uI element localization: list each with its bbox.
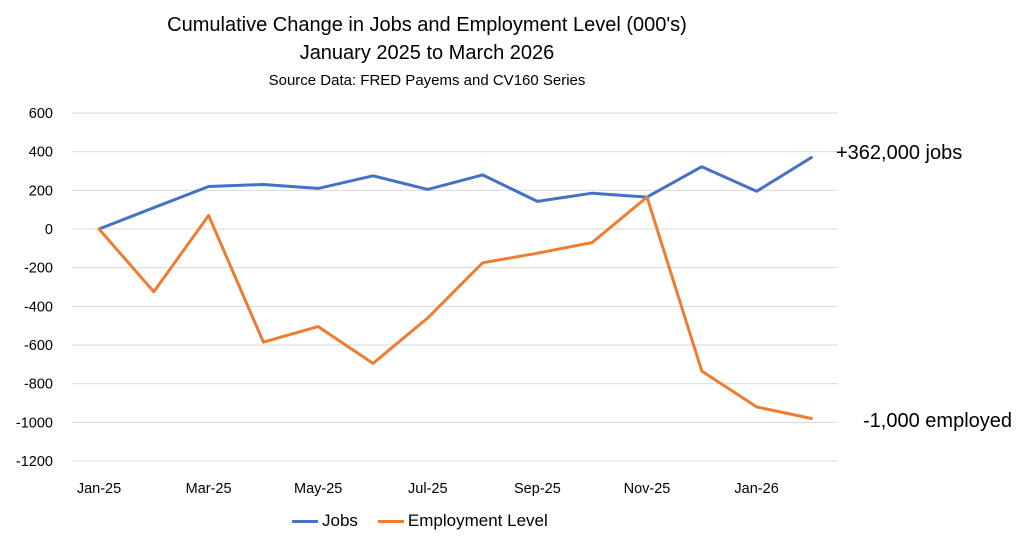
legend-swatch-employment-level	[377, 519, 404, 523]
legend-item-employment-level: Employment Level	[377, 511, 548, 531]
y-tick-label: -600	[24, 338, 53, 354]
x-tick-label: Jan-25	[77, 481, 121, 497]
y-tick-label: -400	[24, 299, 53, 315]
x-tick-label: Mar-25	[186, 481, 232, 497]
legend: Jobs Employment Level	[292, 511, 562, 531]
legend-swatch-jobs	[292, 519, 318, 523]
y-tick-label: -1200	[16, 454, 53, 470]
chart-subtitle: January 2025 to March 2026	[299, 42, 555, 64]
annotation-label: +362,000 jobs	[836, 142, 962, 164]
y-tick-label: -200	[24, 261, 53, 277]
series-line-jobs	[97, 156, 813, 231]
y-tick-label: 200	[29, 183, 53, 199]
x-tick-label: Nov-25	[624, 481, 671, 497]
x-tick-label: Jul-25	[408, 481, 448, 497]
x-tick-label: May-25	[294, 481, 342, 497]
y-tick-label: 600	[29, 106, 53, 122]
chart-title: Cumulative Change in Jobs and Employment…	[167, 14, 687, 36]
legend-item-jobs: Jobs	[292, 511, 358, 531]
y-tick-label: 0	[45, 222, 53, 238]
series-line-employment-level	[97, 195, 813, 420]
chart-source: Source Data: FRED Payems and CV160 Serie…	[268, 72, 586, 89]
legend-label-jobs: Jobs	[322, 511, 358, 530]
x-tick-label: Sep-25	[514, 481, 561, 497]
y-tick-label: -800	[24, 377, 53, 393]
x-tick-label: Jan-26	[734, 481, 778, 497]
y-tick-label: -1000	[16, 415, 53, 431]
annotation-label: -1,000 employed	[863, 410, 1012, 432]
y-tick-label: 400	[29, 145, 53, 161]
legend-label-employment-level: Employment Level	[407, 511, 548, 530]
